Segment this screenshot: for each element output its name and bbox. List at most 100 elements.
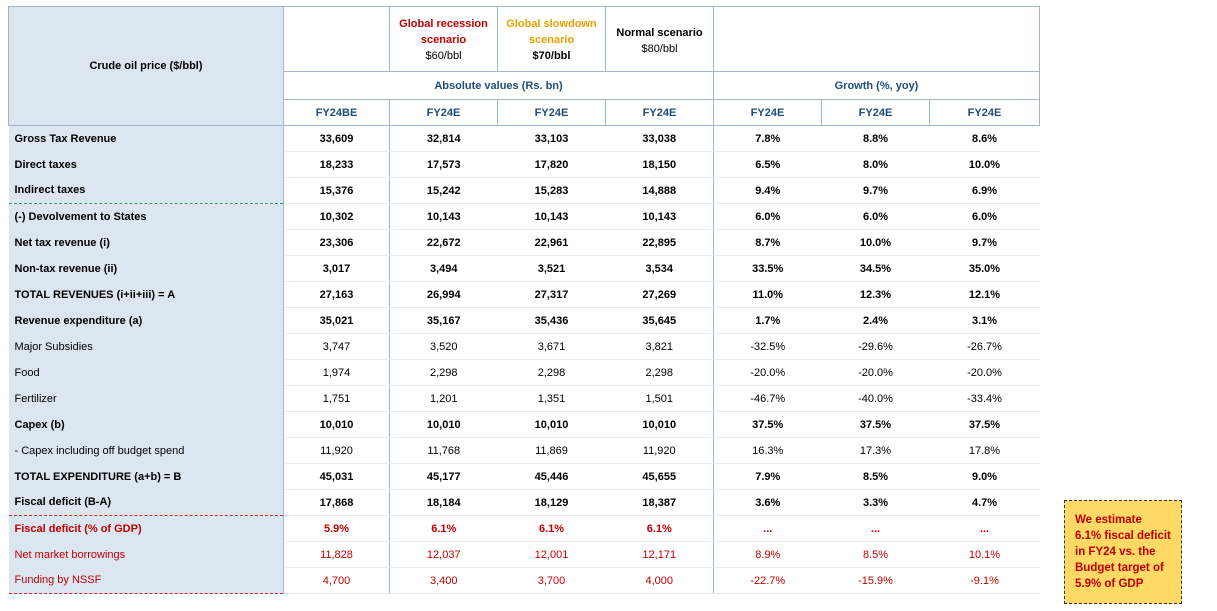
- scenario-recession: Global recession scenario $60/bbl: [389, 6, 498, 72]
- cell-value: 10,143: [389, 203, 498, 230]
- cell-value: 35.0%: [929, 255, 1040, 282]
- cell-value: 11,768: [389, 437, 498, 464]
- cell-value: -29.6%: [821, 333, 930, 360]
- cell-value: 8.8%: [821, 125, 930, 152]
- cell-value: 6.1%: [497, 515, 606, 542]
- cell-value: 10,302: [283, 203, 390, 230]
- empty-header-cell: [283, 6, 390, 72]
- cell-value: 37.5%: [713, 411, 822, 438]
- cell-value: 17.8%: [929, 437, 1040, 464]
- cell-value: 8.9%: [713, 541, 822, 568]
- cell-value: 8.5%: [821, 541, 930, 568]
- table-row: Direct taxes 18,233 17,573 17,820 18,150 6.5%…: [8, 151, 1040, 178]
- cell-value: 10.0%: [929, 151, 1040, 178]
- cell-value: 22,672: [389, 229, 498, 256]
- cell-value: 6.1%: [389, 515, 498, 542]
- scenario-slowdown-name-2: scenario: [528, 34, 575, 46]
- scenario-recession-name-1: Global recession: [399, 18, 488, 30]
- cell-value: 10,010: [605, 411, 714, 438]
- cell-value: 6.5%: [713, 151, 822, 178]
- cell-value: 3,671: [497, 333, 606, 360]
- cell-value: 12.1%: [929, 281, 1040, 308]
- col-header: FY24E: [821, 99, 930, 126]
- callout-line: in FY24 vs. the: [1075, 546, 1156, 558]
- scenario-normal-price: $80/bbl: [641, 43, 678, 55]
- cell-value: 3.3%: [821, 489, 930, 516]
- cell-value: 33,103: [497, 125, 606, 152]
- cell-value: 35,436: [497, 307, 606, 334]
- row-label: Net tax revenue (i): [8, 229, 284, 256]
- scenario-normal-name: Normal scenario: [616, 27, 703, 39]
- cell-value: 3,747: [283, 333, 390, 360]
- cell-value: 9.7%: [821, 177, 930, 204]
- cell-value: 18,184: [389, 489, 498, 516]
- cell-value: 12.3%: [821, 281, 930, 308]
- cell-value: 6.9%: [929, 177, 1040, 204]
- cell-value: 23,306: [283, 229, 390, 256]
- callout-line: We estimate: [1075, 514, 1142, 526]
- cell-value: 1,501: [605, 385, 714, 412]
- cell-value: 22,895: [605, 229, 714, 256]
- cell-value: 3,700: [497, 567, 606, 594]
- cell-value: 45,655: [605, 463, 714, 490]
- cell-value: 45,446: [497, 463, 606, 490]
- cell-value: 3,520: [389, 333, 498, 360]
- cell-value: 3,017: [283, 255, 390, 282]
- cell-value: -26.7%: [929, 333, 1040, 360]
- cell-value: ...: [713, 515, 822, 542]
- row-label: - Capex including off budget spend: [8, 437, 284, 464]
- cell-value: 45,177: [389, 463, 498, 490]
- cell-value: 18,387: [605, 489, 714, 516]
- scenario-recession-price: $60/bbl: [425, 50, 462, 62]
- cell-value: 27,317: [497, 281, 606, 308]
- callout-line: 5.9% of GDP: [1075, 578, 1144, 590]
- cell-value: 7.9%: [713, 463, 822, 490]
- cell-value: 26,994: [389, 281, 498, 308]
- cell-value: -22.7%: [713, 567, 822, 594]
- cell-value: 3.6%: [713, 489, 822, 516]
- row-label: TOTAL EXPENDITURE (a+b) = B: [8, 463, 284, 490]
- cell-value: 7.8%: [713, 125, 822, 152]
- cell-value: 18,233: [283, 151, 390, 178]
- cell-value: 10,010: [497, 411, 606, 438]
- cell-value: 35,645: [605, 307, 714, 334]
- cell-value: 10,010: [389, 411, 498, 438]
- cell-value: 9.4%: [713, 177, 822, 204]
- cell-value: 2.4%: [821, 307, 930, 334]
- cell-value: 4,700: [283, 567, 390, 594]
- cell-value: -20.0%: [929, 359, 1040, 386]
- table-row: Gross Tax Revenue 33,609 32,814 33,103 33,03…: [8, 125, 1040, 152]
- cell-value: -20.0%: [821, 359, 930, 386]
- cell-value: 3.1%: [929, 307, 1040, 334]
- cell-value: 10,010: [283, 411, 390, 438]
- cell-value: 2,298: [389, 359, 498, 386]
- table-row: TOTAL EXPENDITURE (a+b) = B 45,031 45,177 4…: [8, 463, 1040, 490]
- cell-value: -20.0%: [713, 359, 822, 386]
- cell-value: 17,573: [389, 151, 498, 178]
- cell-value: 9.7%: [929, 229, 1040, 256]
- cell-value: 3,400: [389, 567, 498, 594]
- cell-value: 35,167: [389, 307, 498, 334]
- cell-value: 37.5%: [929, 411, 1040, 438]
- corner-label: Crude oil price ($/bbl): [8, 6, 284, 126]
- scenario-normal: Normal scenario $80/bbl: [605, 6, 714, 72]
- row-label: Non-tax revenue (ii): [8, 255, 284, 282]
- cell-value: 9.0%: [929, 463, 1040, 490]
- row-label: Indirect taxes: [8, 177, 284, 204]
- cell-value: 1,351: [497, 385, 606, 412]
- cell-value: 34.5%: [821, 255, 930, 282]
- cell-value: 14,888: [605, 177, 714, 204]
- cell-value: 33,038: [605, 125, 714, 152]
- cell-value: 11.0%: [713, 281, 822, 308]
- cell-value: 11,828: [283, 541, 390, 568]
- table-row: Capex (b) 10,010 10,010 10,010 10,010 37.5% 37…: [8, 411, 1040, 438]
- cell-value: 5.9%: [283, 515, 390, 542]
- cell-value: 10.1%: [929, 541, 1040, 568]
- cell-value: -9.1%: [929, 567, 1040, 594]
- table-row: Fertilizer 1,751 1,201 1,351 1,501 -46.7% -40.…: [8, 385, 1040, 412]
- cell-value: -33.4%: [929, 385, 1040, 412]
- table-row: Net market borrowings 11,828 12,037 12,001 1…: [8, 541, 1040, 568]
- empty-header-cell-growth: [713, 6, 1040, 72]
- col-header: FY24E: [389, 99, 498, 126]
- table-row: Major Subsidies 3,747 3,520 3,671 3,821 -32.5…: [8, 333, 1040, 360]
